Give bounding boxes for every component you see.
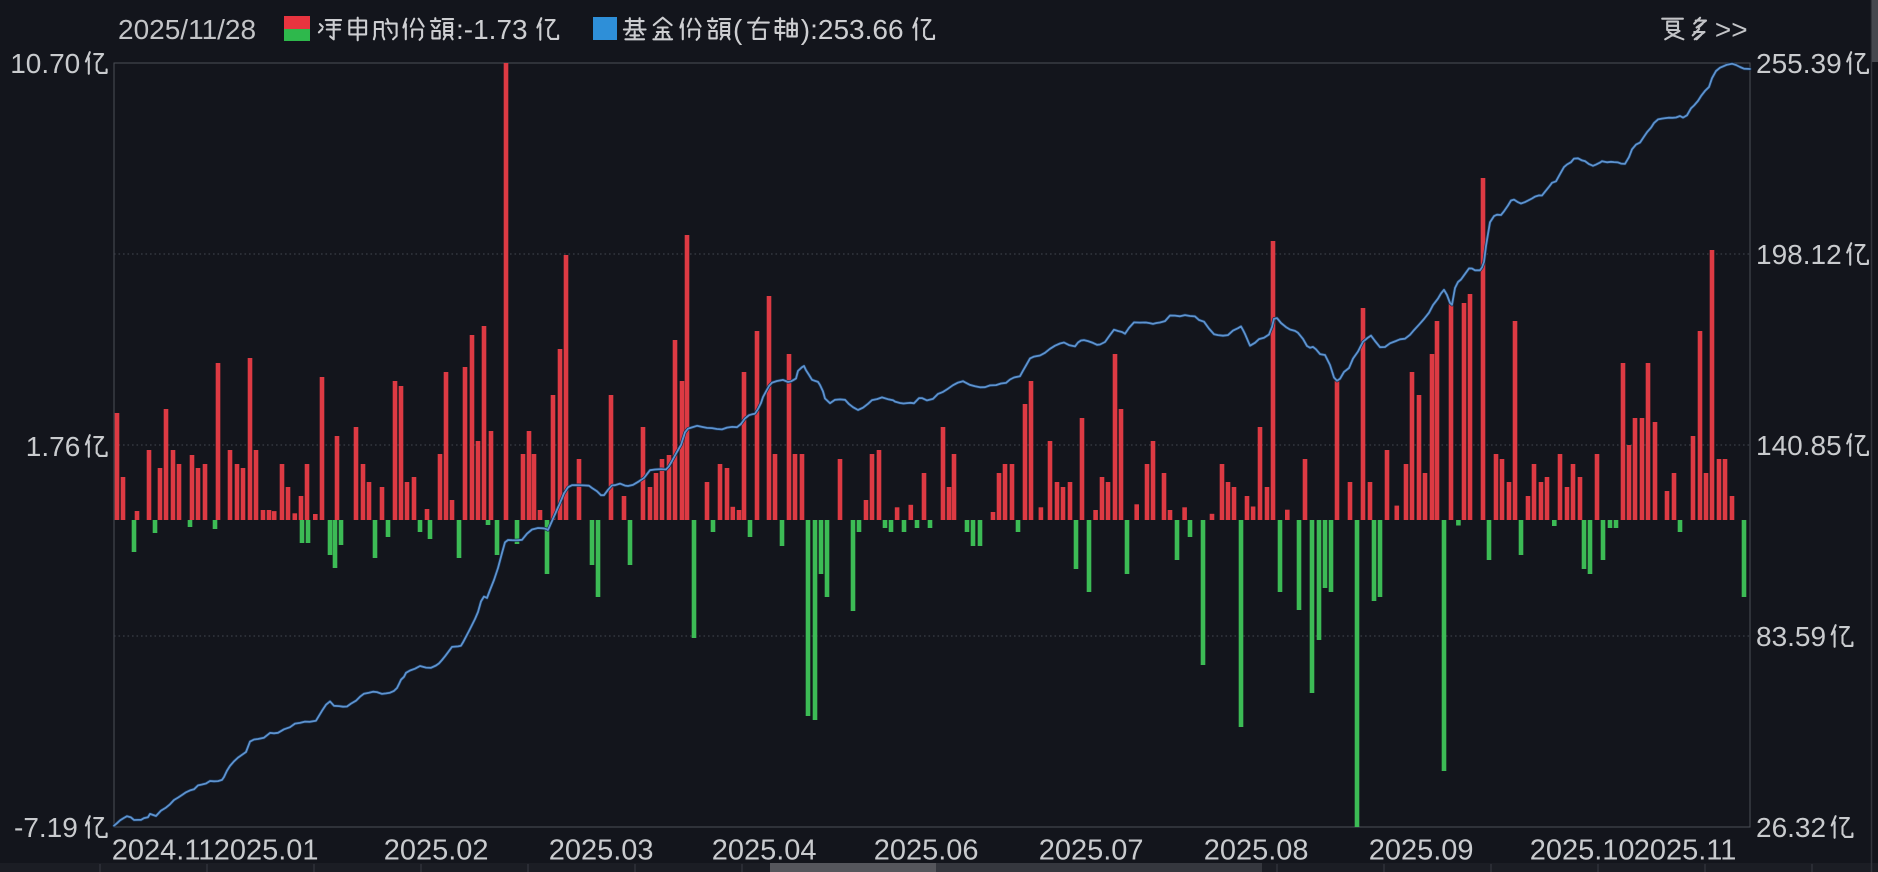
svg-text:255.39: 255.39 xyxy=(1756,48,1842,79)
svg-text:2025.02: 2025.02 xyxy=(384,834,489,866)
svg-text:2025.06: 2025.06 xyxy=(874,834,979,866)
svg-text:2024.11: 2024.11 xyxy=(112,834,215,866)
svg-text:2025.10: 2025.10 xyxy=(1530,834,1635,866)
svg-text:26.32: 26.32 xyxy=(1756,812,1826,843)
svg-text:(: ( xyxy=(733,14,743,45)
svg-text:>>: >> xyxy=(1715,14,1748,45)
svg-text:2025.03: 2025.03 xyxy=(549,834,654,866)
svg-text:2025.04: 2025.04 xyxy=(712,834,817,866)
svg-text:2025.07: 2025.07 xyxy=(1039,834,1144,866)
svg-text:10.70: 10.70 xyxy=(10,48,80,79)
svg-text:198.12: 198.12 xyxy=(1756,239,1842,270)
svg-text:1.76: 1.76 xyxy=(26,431,81,462)
svg-text:83.59: 83.59 xyxy=(1756,621,1826,652)
svg-text:140.85: 140.85 xyxy=(1756,430,1842,461)
svg-text:-7.19: -7.19 xyxy=(14,812,78,843)
svg-text::-1.73: :-1.73 xyxy=(456,14,528,45)
svg-text:2025.08: 2025.08 xyxy=(1204,834,1309,866)
svg-text:2025.09: 2025.09 xyxy=(1369,834,1474,866)
svg-text:2025/11/28: 2025/11/28 xyxy=(118,14,256,45)
svg-text:):253.66: ):253.66 xyxy=(801,14,904,45)
svg-text:2025.01: 2025.01 xyxy=(214,834,319,866)
svg-text:2025.11: 2025.11 xyxy=(1634,834,1737,866)
